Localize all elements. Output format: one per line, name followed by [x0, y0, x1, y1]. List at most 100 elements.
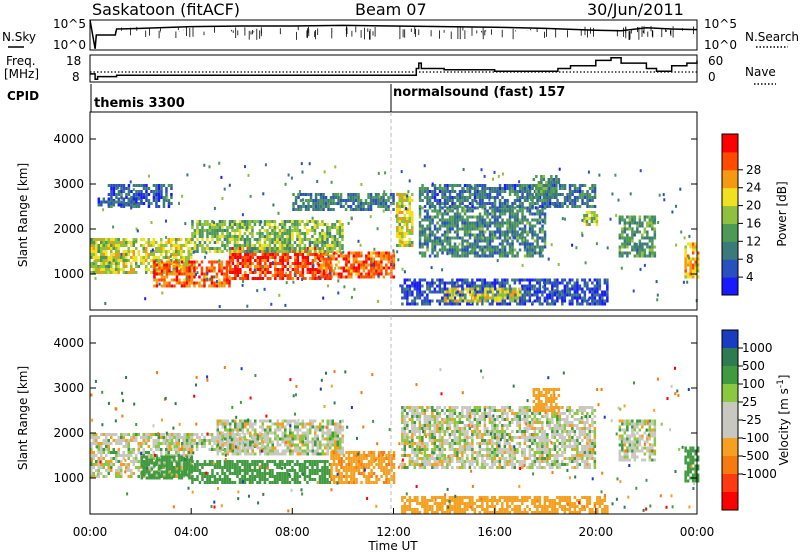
heatmap-cell	[100, 253, 103, 256]
heatmap-cell	[486, 228, 489, 231]
heatmap-cell	[326, 247, 329, 250]
heatmap-cell	[385, 258, 388, 261]
heatmap-cell	[103, 433, 106, 436]
heatmap-cell	[571, 279, 574, 282]
heatmap-cell	[365, 199, 368, 202]
heatmap-cell	[175, 451, 178, 454]
heatmap-cell	[636, 255, 639, 258]
heatmap-cell	[397, 258, 399, 261]
heatmap-cell	[110, 451, 113, 454]
heatmap-cell	[367, 208, 370, 211]
heatmap-cell	[178, 250, 181, 253]
heatmap-cell	[497, 297, 500, 300]
heatmap-cell	[319, 238, 322, 241]
heatmap-cell	[583, 217, 586, 220]
heatmap-cell	[279, 247, 282, 250]
heatmap-cell	[631, 249, 634, 252]
heatmap-cell	[153, 253, 156, 256]
heatmap-cell	[476, 246, 479, 249]
heatmap-cell	[619, 216, 622, 219]
heatmap-cell	[170, 187, 173, 190]
heatmap-cell	[123, 271, 126, 274]
heatmap-cell	[350, 270, 353, 273]
heatmap-cell	[471, 285, 474, 288]
heatmap-cell	[360, 202, 363, 205]
heatmap-cell	[133, 439, 136, 442]
heatmap-cell	[401, 297, 404, 300]
heatmap-cell	[606, 291, 609, 294]
heatmap-cell	[370, 270, 373, 273]
heatmap-cell	[145, 184, 148, 187]
heatmap-cell	[639, 252, 642, 255]
heatmap-cell	[133, 451, 136, 454]
heatmap-cell	[644, 264, 646, 267]
heatmap-cell	[236, 229, 239, 232]
heatmap-cell	[216, 241, 219, 244]
heatmap-cell	[484, 237, 487, 240]
heatmap-cell	[100, 454, 103, 457]
heatmap-cell	[337, 199, 340, 202]
heatmap-cell	[451, 255, 454, 258]
heatmap-cell	[401, 291, 404, 294]
heatmap-cell	[314, 271, 317, 274]
heatmap-cell	[409, 294, 412, 297]
heatmap-cell	[514, 228, 517, 231]
heatmap-cell	[345, 267, 348, 270]
heatmap-cell	[274, 256, 277, 259]
heatmap-cell	[211, 261, 214, 264]
heatmap-cell	[329, 229, 332, 232]
heatmap-cell	[311, 220, 314, 223]
heatmap-cell	[566, 193, 569, 196]
heatmap-cell	[191, 223, 194, 226]
heatmap-cell	[636, 225, 639, 228]
heatmap-cell	[267, 277, 270, 280]
heatmap-cell	[419, 240, 422, 243]
heatmap-cell	[168, 250, 171, 253]
heatmap-cell	[524, 294, 527, 297]
heatmap-cell	[526, 249, 529, 252]
heatmap-cell	[297, 277, 300, 280]
heatmap-cell	[511, 187, 514, 190]
heatmap-cell	[419, 294, 422, 297]
heatmap-cell	[455, 291, 457, 294]
heatmap-cell	[529, 231, 532, 234]
heatmap-cell	[439, 240, 442, 243]
heatmap-cell	[426, 202, 429, 205]
heatmap-cell	[158, 459, 161, 462]
heatmap-cell	[531, 246, 534, 249]
heatmap-cell	[178, 264, 181, 267]
heatmap-cell	[499, 291, 502, 294]
heatmap-cell	[110, 460, 113, 463]
heatmap-cell	[429, 205, 432, 208]
heatmap-cell	[223, 276, 226, 279]
heatmap-cell	[163, 244, 166, 247]
heatmap-cell	[409, 196, 412, 199]
heatmap-cell	[538, 184, 541, 187]
heatmap-cell	[426, 187, 429, 190]
heatmap-cell	[332, 196, 335, 199]
heatmap-cell	[469, 210, 472, 213]
heatmap-cell	[504, 213, 507, 216]
heatmap-cell	[584, 297, 587, 300]
heatmap-cell	[185, 259, 188, 262]
heatmap-cell	[125, 265, 128, 268]
heatmap-cell	[471, 210, 474, 213]
heatmap-cell	[178, 273, 181, 276]
nsky-right-label: N.Search	[745, 30, 799, 44]
heatmap-cell	[689, 264, 692, 267]
heatmap-cell	[281, 226, 284, 229]
heatmap-cell	[216, 226, 219, 229]
heatmap-cell	[514, 213, 517, 216]
heatmap-cell	[211, 229, 214, 232]
heatmap-cell	[357, 196, 360, 199]
heatmap-cell	[259, 268, 262, 271]
heatmap-cell	[496, 231, 499, 234]
heatmap-cell	[434, 228, 437, 231]
heatmap-cell	[409, 279, 412, 282]
heatmap-cell	[594, 303, 597, 306]
heatmap-cell	[295, 196, 298, 199]
heatmap-cell	[401, 220, 404, 223]
heatmap-cell	[138, 448, 141, 451]
heatmap-cell	[105, 259, 108, 262]
heatmap-cell	[284, 232, 287, 235]
